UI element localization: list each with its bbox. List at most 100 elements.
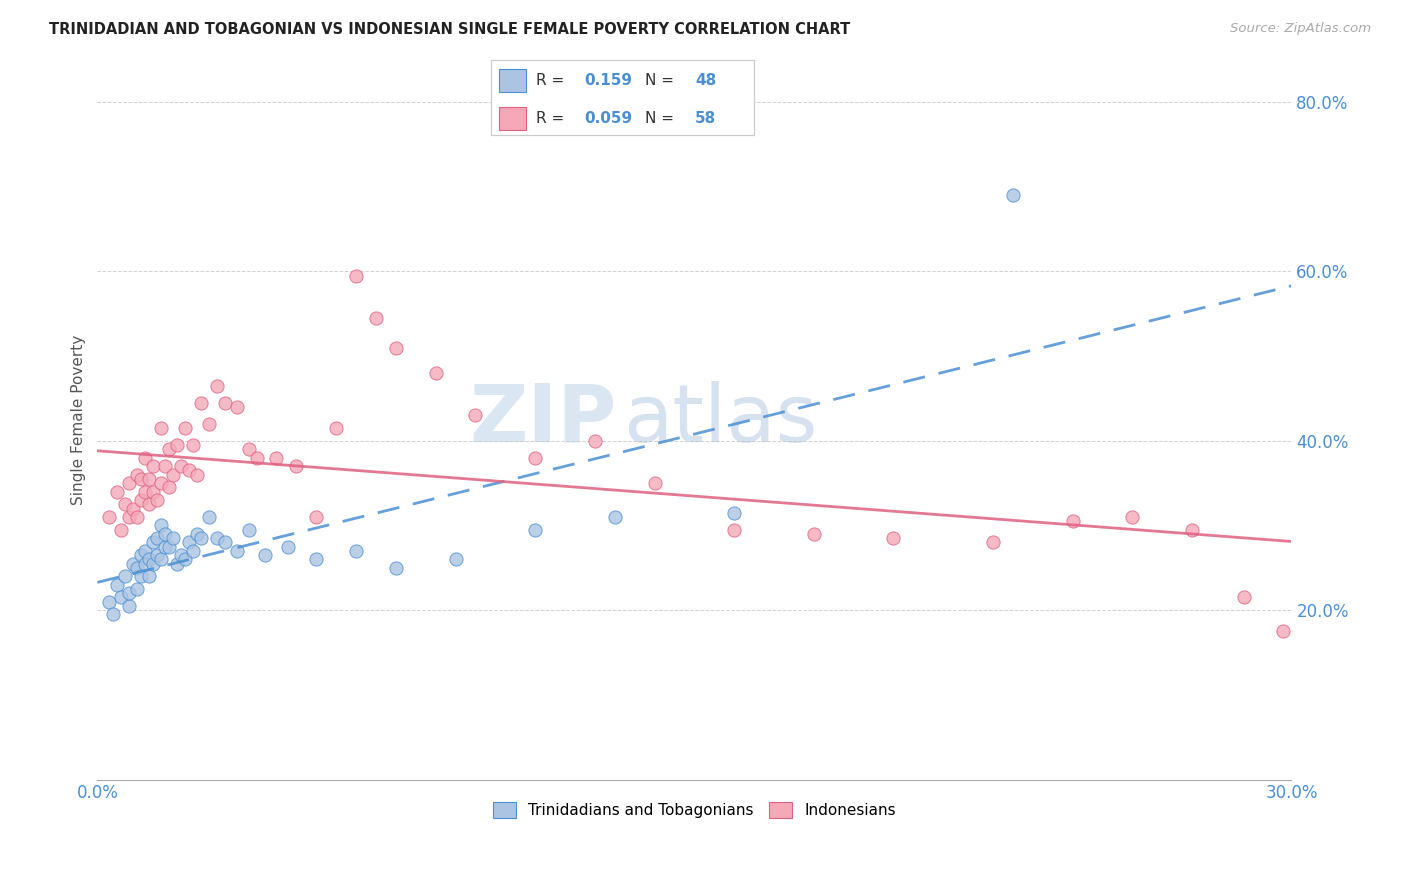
Point [142, 459, 165, 474]
Point [190, 395, 212, 409]
Point [114, 497, 136, 511]
Point [146, 548, 169, 562]
Point [157, 442, 180, 457]
Point [122, 501, 145, 516]
Point [166, 557, 188, 571]
Point [110, 523, 132, 537]
Point [325, 421, 347, 435]
Point [214, 395, 236, 409]
Point [103, 607, 125, 622]
Point [266, 450, 288, 465]
Point [214, 535, 236, 549]
Point [603, 510, 626, 524]
Point [118, 586, 141, 600]
Point [385, 561, 408, 575]
Point [464, 409, 486, 423]
Point [225, 400, 247, 414]
Point [170, 459, 193, 474]
Point [142, 535, 165, 549]
Point [153, 459, 176, 474]
Point [238, 523, 260, 537]
Point [114, 569, 136, 583]
Point [1062, 514, 1084, 528]
Point [285, 459, 308, 474]
Point [150, 421, 173, 435]
Point [162, 531, 184, 545]
Point [181, 438, 204, 452]
Point [134, 484, 156, 499]
Point [127, 582, 149, 596]
Point [150, 476, 173, 491]
Point [142, 484, 165, 499]
Point [138, 497, 160, 511]
Point [157, 540, 180, 554]
Point [146, 493, 169, 508]
Point [129, 569, 152, 583]
Point [425, 366, 447, 380]
Point [882, 531, 904, 545]
Point [344, 268, 367, 283]
Point [127, 561, 149, 575]
Point [174, 552, 197, 566]
Legend: Trinidadians and Tobagonians, Indonesians: Trinidadians and Tobagonians, Indonesian… [485, 795, 904, 826]
Point [177, 463, 200, 477]
Point [146, 531, 169, 545]
Point [190, 531, 212, 545]
Point [105, 578, 128, 592]
Point [150, 518, 173, 533]
Text: ZIP: ZIP [470, 381, 617, 458]
Point [118, 510, 141, 524]
Point [1272, 624, 1295, 639]
Point [723, 523, 745, 537]
Point [277, 540, 299, 554]
Point [134, 450, 156, 465]
Point [166, 438, 188, 452]
Point [153, 527, 176, 541]
Point [122, 557, 145, 571]
Point [198, 417, 221, 431]
Point [181, 544, 204, 558]
Point [205, 378, 228, 392]
Point [157, 480, 180, 494]
Point [162, 467, 184, 482]
Point [245, 450, 267, 465]
Point [129, 548, 152, 562]
Point [305, 510, 328, 524]
Point [186, 467, 208, 482]
Point [1121, 510, 1143, 524]
Point [174, 421, 197, 435]
Text: atlas: atlas [623, 381, 817, 458]
Point [105, 484, 128, 499]
Point [1001, 188, 1024, 202]
Point [129, 472, 152, 486]
Point [644, 476, 666, 491]
Point [253, 548, 276, 562]
Point [981, 535, 1004, 549]
Point [344, 544, 367, 558]
Point [150, 552, 173, 566]
Point [153, 540, 176, 554]
Point [198, 510, 221, 524]
Point [1233, 591, 1256, 605]
Point [138, 552, 160, 566]
Text: TRINIDADIAN AND TOBAGONIAN VS INDONESIAN SINGLE FEMALE POVERTY CORRELATION CHART: TRINIDADIAN AND TOBAGONIAN VS INDONESIAN… [49, 22, 851, 37]
Point [225, 544, 247, 558]
Point [170, 548, 193, 562]
Point [138, 569, 160, 583]
Y-axis label: Single Female Poverty: Single Female Poverty [72, 334, 86, 505]
Point [118, 476, 141, 491]
Point [177, 535, 200, 549]
Point [1181, 523, 1204, 537]
Point [305, 552, 328, 566]
Point [134, 557, 156, 571]
Point [127, 467, 149, 482]
Point [238, 442, 260, 457]
Point [444, 552, 467, 566]
Text: Source: ZipAtlas.com: Source: ZipAtlas.com [1230, 22, 1371, 36]
Point [524, 523, 547, 537]
Point [364, 310, 387, 325]
Point [129, 493, 152, 508]
Point [134, 544, 156, 558]
Point [127, 510, 149, 524]
Point [98, 510, 121, 524]
